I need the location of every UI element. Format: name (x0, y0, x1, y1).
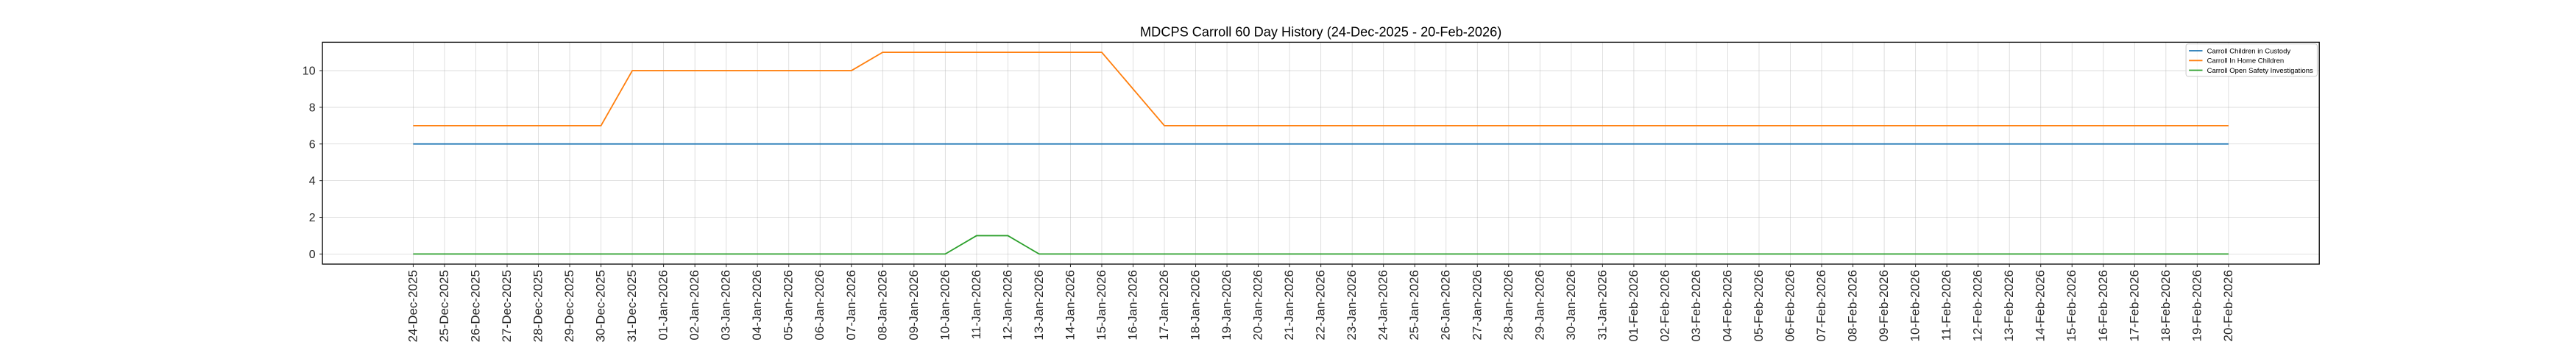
svg-text:16-Feb-2026: 16-Feb-2026 (2096, 270, 2110, 341)
svg-text:03-Jan-2026: 03-Jan-2026 (719, 270, 733, 340)
svg-text:19-Feb-2026: 19-Feb-2026 (2190, 270, 2204, 341)
svg-text:04-Jan-2026: 04-Jan-2026 (750, 270, 764, 340)
svg-text:31-Dec-2025: 31-Dec-2025 (625, 270, 639, 342)
svg-text:4: 4 (309, 175, 316, 188)
svg-text:17-Feb-2026: 17-Feb-2026 (2127, 270, 2141, 341)
svg-text:08-Feb-2026: 08-Feb-2026 (1846, 270, 1860, 341)
svg-text:13-Feb-2026: 13-Feb-2026 (2002, 270, 2016, 341)
svg-text:16-Jan-2026: 16-Jan-2026 (1126, 270, 1140, 340)
svg-text:04-Feb-2026: 04-Feb-2026 (1720, 270, 1734, 341)
svg-text:14-Feb-2026: 14-Feb-2026 (2034, 270, 2048, 341)
svg-text:06-Feb-2026: 06-Feb-2026 (1783, 270, 1797, 341)
svg-text:26-Dec-2025: 26-Dec-2025 (468, 270, 482, 342)
svg-text:25-Dec-2025: 25-Dec-2025 (437, 270, 451, 342)
svg-text:02-Feb-2026: 02-Feb-2026 (1657, 270, 1671, 341)
svg-text:12-Feb-2026: 12-Feb-2026 (1971, 270, 1985, 341)
svg-text:0: 0 (309, 249, 316, 261)
svg-text:30-Jan-2026: 30-Jan-2026 (1564, 270, 1578, 340)
svg-text:MDCPS Carroll 60 Day History (: MDCPS Carroll 60 Day History (24-Dec-202… (1140, 25, 1501, 40)
svg-text:26-Jan-2026: 26-Jan-2026 (1439, 270, 1453, 340)
svg-text:07-Feb-2026: 07-Feb-2026 (1814, 270, 1828, 341)
svg-text:17-Jan-2026: 17-Jan-2026 (1157, 270, 1171, 340)
svg-text:20-Feb-2026: 20-Feb-2026 (2221, 270, 2235, 341)
svg-text:10-Jan-2026: 10-Jan-2026 (938, 270, 952, 340)
svg-text:27-Dec-2025: 27-Dec-2025 (500, 270, 514, 342)
svg-text:24-Jan-2026: 24-Jan-2026 (1376, 270, 1390, 340)
svg-text:Carroll Children in Custody: Carroll Children in Custody (2207, 47, 2291, 55)
svg-text:13-Jan-2026: 13-Jan-2026 (1032, 270, 1046, 340)
svg-text:24-Dec-2025: 24-Dec-2025 (406, 270, 420, 342)
svg-text:25-Jan-2026: 25-Jan-2026 (1407, 270, 1421, 340)
svg-text:06-Jan-2026: 06-Jan-2026 (813, 270, 827, 340)
svg-text:10-Feb-2026: 10-Feb-2026 (1908, 270, 1922, 341)
svg-text:05-Jan-2026: 05-Jan-2026 (782, 270, 796, 340)
svg-text:15-Feb-2026: 15-Feb-2026 (2064, 270, 2078, 341)
svg-text:05-Feb-2026: 05-Feb-2026 (1752, 270, 1766, 341)
svg-text:14-Jan-2026: 14-Jan-2026 (1063, 270, 1077, 340)
svg-text:23-Jan-2026: 23-Jan-2026 (1345, 270, 1359, 340)
svg-text:02-Jan-2026: 02-Jan-2026 (687, 270, 701, 340)
svg-text:09-Feb-2026: 09-Feb-2026 (1877, 270, 1891, 341)
svg-text:6: 6 (309, 138, 316, 151)
svg-text:12-Jan-2026: 12-Jan-2026 (1000, 270, 1014, 340)
svg-text:28-Jan-2026: 28-Jan-2026 (1501, 270, 1515, 340)
svg-text:22-Jan-2026: 22-Jan-2026 (1314, 270, 1328, 340)
svg-text:11-Feb-2026: 11-Feb-2026 (1939, 270, 1953, 340)
svg-text:30-Dec-2025: 30-Dec-2025 (594, 270, 608, 342)
svg-text:10: 10 (302, 65, 316, 78)
svg-text:21-Jan-2026: 21-Jan-2026 (1282, 270, 1296, 340)
svg-text:15-Jan-2026: 15-Jan-2026 (1094, 270, 1108, 340)
svg-text:2: 2 (309, 212, 316, 224)
svg-text:31-Jan-2026: 31-Jan-2026 (1595, 270, 1609, 340)
svg-text:03-Feb-2026: 03-Feb-2026 (1689, 270, 1703, 341)
svg-text:Carroll In Home Children: Carroll In Home Children (2207, 57, 2285, 65)
svg-text:20-Jan-2026: 20-Jan-2026 (1251, 270, 1265, 340)
svg-text:11-Jan-2026: 11-Jan-2026 (969, 270, 983, 339)
svg-text:09-Jan-2026: 09-Jan-2026 (907, 270, 921, 340)
svg-text:08-Jan-2026: 08-Jan-2026 (875, 270, 889, 340)
svg-text:01-Jan-2026: 01-Jan-2026 (657, 270, 670, 340)
svg-text:07-Jan-2026: 07-Jan-2026 (844, 270, 858, 340)
svg-text:19-Jan-2026: 19-Jan-2026 (1220, 270, 1234, 340)
svg-text:18-Feb-2026: 18-Feb-2026 (2159, 270, 2173, 341)
svg-text:8: 8 (309, 101, 316, 114)
svg-text:18-Jan-2026: 18-Jan-2026 (1189, 270, 1203, 340)
svg-text:01-Feb-2026: 01-Feb-2026 (1627, 270, 1641, 341)
svg-text:Carroll Open Safety Investigat: Carroll Open Safety Investigations (2207, 67, 2313, 75)
svg-text:27-Jan-2026: 27-Jan-2026 (1470, 270, 1484, 340)
svg-text:29-Dec-2025: 29-Dec-2025 (562, 270, 576, 342)
svg-text:29-Jan-2026: 29-Jan-2026 (1532, 270, 1546, 340)
svg-text:28-Dec-2025: 28-Dec-2025 (531, 270, 545, 342)
